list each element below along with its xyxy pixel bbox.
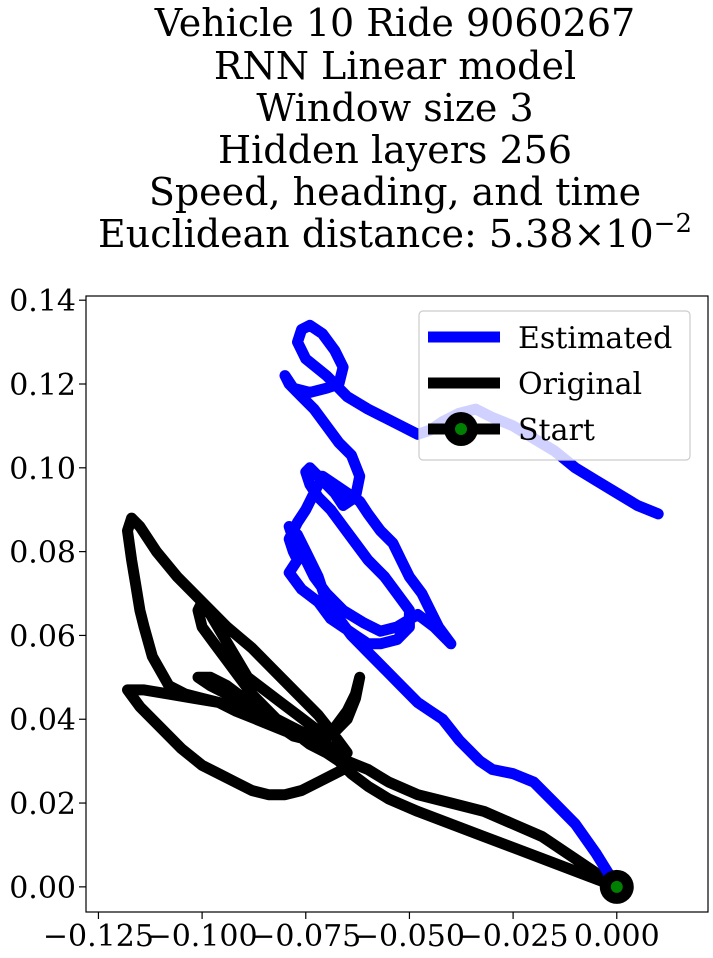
y-tick-label: 0.04	[9, 703, 76, 738]
x-tick-label: −0.100	[147, 919, 258, 954]
legend: Estimated Original Start	[418, 310, 691, 461]
start-marker-inner	[610, 880, 623, 893]
title-metric-prefix: Euclidean distance:	[98, 212, 489, 256]
original-line	[122, 512, 623, 893]
x-tick-label: −0.125	[43, 919, 154, 954]
y-tick-label: 0.06	[9, 619, 76, 654]
title-line-5: Speed, heading, and time	[149, 170, 641, 214]
x-axis: −0.125−0.100−0.075−0.050−0.025 0.000	[43, 912, 660, 954]
title-metric-exponent: −2	[654, 209, 692, 239]
x-tick-label: −0.050	[354, 919, 465, 954]
legend-original-label: Original	[518, 367, 642, 402]
title-metric-times: ×10	[573, 212, 653, 256]
legend-start-label: Start	[518, 413, 595, 448]
y-tick-label: 0.00	[9, 871, 76, 906]
y-tick-label: 0.10	[9, 452, 76, 487]
y-tick-label: 0.02	[9, 787, 76, 822]
title-line-2: RNN Linear model	[214, 44, 576, 88]
series-layer	[122, 319, 664, 893]
legend-frame	[418, 310, 691, 461]
y-tick-label: 0.12	[9, 368, 76, 403]
x-tick-label: −0.075	[250, 919, 361, 954]
x-tick-label: 0.000	[574, 919, 660, 954]
title-line-3: Window size 3	[256, 86, 533, 130]
chart-title: Vehicle 10 Ride 9060267 RNN Linear model…	[98, 1, 692, 256]
start-layer	[599, 869, 634, 904]
legend-estimated-label: Estimated	[518, 321, 672, 356]
y-tick-label: 0.08	[9, 536, 76, 571]
x-tick-label: −0.025	[458, 919, 569, 954]
y-axis: 0.00 0.02 0.04 0.06 0.08 0.10 0.12 0.14	[9, 284, 86, 906]
title-line-1: Vehicle 10 Ride 9060267	[154, 1, 635, 45]
legend-start-marker-inner	[455, 423, 467, 435]
title-line-6: Euclidean distance: 5.38×10−2	[98, 209, 692, 256]
y-tick-label: 0.14	[9, 284, 76, 319]
title-line-4: Hidden layers 256	[218, 128, 572, 172]
plot-frame	[85, 295, 709, 913]
title-metric-mantissa: 5.38	[489, 212, 574, 256]
estimated-line	[279, 319, 664, 893]
